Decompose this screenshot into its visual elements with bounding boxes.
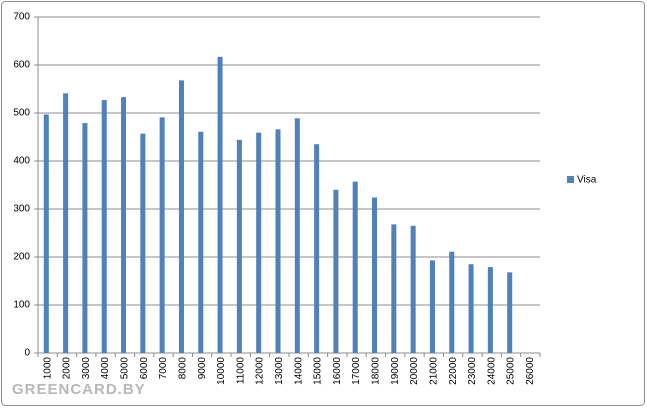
x-tick-label: 25000 bbox=[506, 357, 517, 385]
x-tick-label: 19000 bbox=[390, 357, 401, 385]
y-tick-label: 300 bbox=[13, 204, 30, 215]
bar bbox=[256, 132, 262, 353]
bar bbox=[372, 197, 378, 353]
y-tick-label: 0 bbox=[24, 348, 30, 359]
x-tick-label: 11000 bbox=[235, 357, 246, 385]
x-tick-label: 21000 bbox=[428, 357, 439, 385]
x-tick-label: 20000 bbox=[409, 357, 420, 385]
bar bbox=[236, 139, 242, 353]
legend-label: Visa bbox=[577, 175, 597, 186]
y-tick-label: 200 bbox=[13, 252, 30, 263]
y-tick-label: 400 bbox=[13, 156, 30, 167]
x-tick-label: 13000 bbox=[274, 357, 285, 385]
bar bbox=[507, 272, 513, 353]
bar bbox=[63, 93, 69, 353]
bar bbox=[294, 118, 300, 353]
bar bbox=[43, 114, 49, 353]
x-tick-label: 5000 bbox=[120, 357, 131, 380]
x-tick-label: 8000 bbox=[177, 357, 188, 380]
x-tick-label: 18000 bbox=[371, 357, 382, 385]
bar bbox=[429, 260, 435, 353]
x-tick-label: 10000 bbox=[216, 357, 227, 385]
x-tick-label: 23000 bbox=[467, 357, 478, 385]
x-tick-label: 16000 bbox=[332, 357, 343, 385]
x-tick-label: 3000 bbox=[81, 357, 92, 380]
bar bbox=[217, 56, 223, 354]
x-tick-label: 24000 bbox=[486, 357, 497, 385]
x-tick-label: 22000 bbox=[448, 357, 459, 385]
x-tick-label: 17000 bbox=[351, 357, 362, 385]
x-tick-label: 7000 bbox=[158, 357, 169, 380]
legend-swatch bbox=[567, 176, 574, 183]
x-tick-label: 2000 bbox=[62, 357, 73, 380]
bar bbox=[314, 144, 320, 353]
bar bbox=[391, 224, 397, 353]
x-tick-label: 12000 bbox=[255, 357, 266, 385]
x-tick-label: 4000 bbox=[100, 357, 111, 380]
bar bbox=[121, 97, 127, 353]
y-tick-label: 100 bbox=[13, 300, 30, 311]
bar bbox=[140, 133, 146, 353]
watermark: GREENCARD.BY bbox=[12, 381, 146, 398]
bar bbox=[178, 80, 184, 354]
x-tick-label: 26000 bbox=[525, 357, 536, 385]
x-tick-label: 15000 bbox=[313, 357, 324, 385]
bar bbox=[82, 123, 88, 353]
x-tick-label: 9000 bbox=[197, 357, 208, 380]
bar bbox=[352, 181, 358, 353]
x-tick-label: 6000 bbox=[139, 357, 150, 380]
bar bbox=[410, 225, 416, 353]
x-tick-label: 14000 bbox=[293, 357, 304, 385]
y-tick-label: 500 bbox=[13, 108, 30, 119]
bar bbox=[101, 100, 107, 353]
bar bbox=[198, 131, 204, 353]
bar bbox=[468, 264, 474, 353]
bar bbox=[449, 251, 455, 353]
bar bbox=[333, 189, 339, 353]
bar bbox=[487, 267, 493, 353]
x-tick-label: 1000 bbox=[42, 357, 53, 380]
bar bbox=[275, 129, 281, 353]
y-tick-label: 600 bbox=[13, 60, 30, 71]
bar bbox=[159, 117, 165, 353]
y-tick-label: 700 bbox=[13, 12, 30, 23]
